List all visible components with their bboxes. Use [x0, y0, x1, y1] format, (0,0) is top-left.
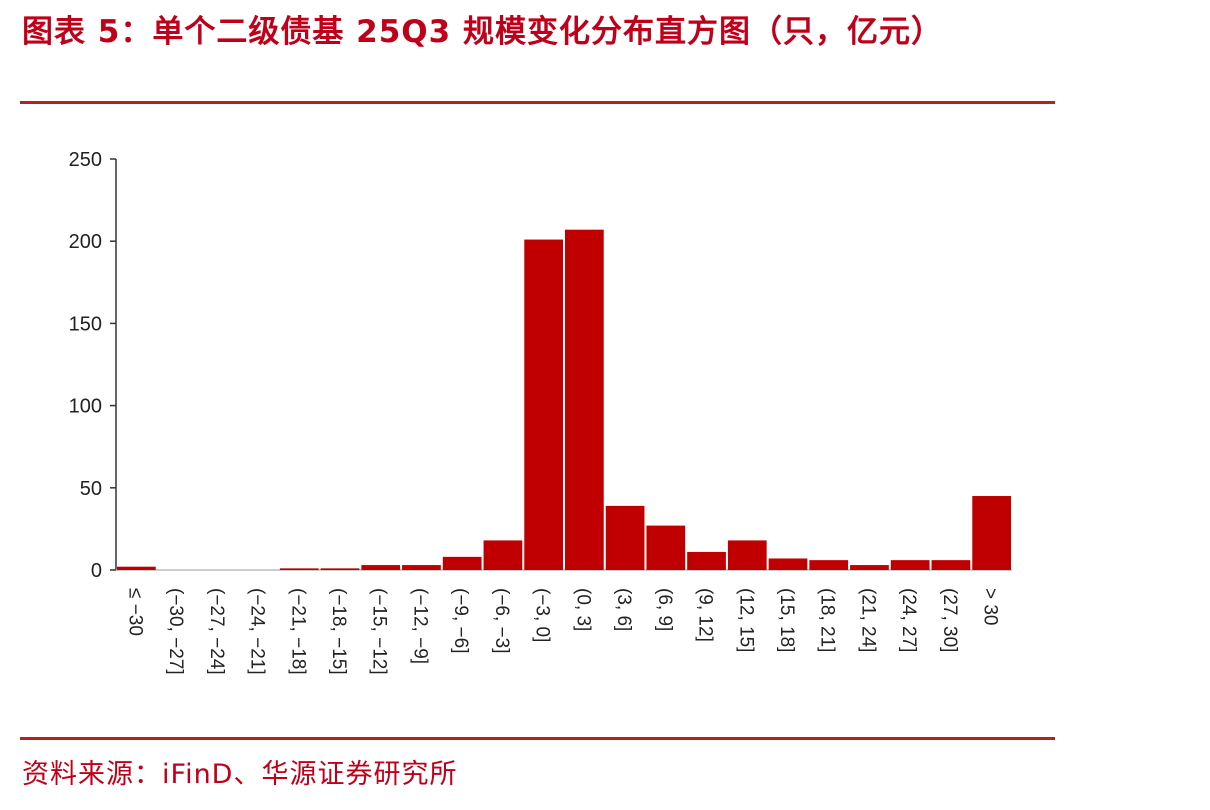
bar-8: [442, 556, 482, 570]
bar-19: [890, 560, 930, 570]
x-category-label: (−3, 0]: [532, 588, 553, 642]
bar-20: [931, 560, 971, 570]
bar-17: [809, 560, 849, 570]
y-tick-label: 100: [69, 396, 102, 418]
source-note: 资料来源：iFinD、华源证券研究所: [22, 759, 458, 790]
bar-15: [727, 540, 767, 570]
histogram-chart: 0 50 100 150 200 250 ≤ −30 (−30, −27] (−27, −24…: [69, 149, 1012, 675]
x-category-label: (−15, −12]: [369, 588, 390, 675]
title-divider: [20, 101, 1055, 104]
x-category-label: (24, 27]: [898, 588, 919, 652]
bar-12: [605, 505, 645, 570]
x-category-label: (−12, −9]: [409, 588, 430, 664]
x-category-label: (0, 3]: [572, 588, 593, 631]
y-tick-label: 50: [80, 478, 102, 500]
x-category-label: (12, 15]: [735, 588, 756, 652]
x-category-label: (27, 30]: [939, 588, 960, 652]
x-category-label: ≤ −30: [124, 588, 145, 636]
x-category-label: (3, 6]: [613, 588, 634, 631]
x-category-label: (−24, −21]: [247, 588, 268, 675]
bar-0: [117, 566, 156, 570]
x-category-label: (−9, −6]: [450, 588, 471, 654]
x-category-label: (21, 24]: [857, 588, 878, 652]
category-labels: ≤ −30 (−30, −27] (−27, −24] (−24, −21] (−21,…: [124, 588, 1000, 675]
y-tick-label: 0: [91, 560, 102, 582]
x-category-label: (9, 12]: [695, 588, 716, 642]
y-tick-label: 250: [69, 149, 102, 171]
bar-10: [524, 239, 563, 570]
bar-4: [279, 568, 319, 570]
bar-5: [320, 568, 360, 570]
figure-title: 图表 5：单个二级债基 25Q3 规模变化分布直方图（只，亿元）: [22, 14, 944, 50]
bar-18: [850, 565, 889, 570]
bars: [117, 229, 1011, 570]
x-category-label: (6, 9]: [654, 588, 675, 631]
bar-14: [687, 551, 726, 570]
bar-9: [483, 540, 523, 570]
x-category-label: (18, 21]: [817, 588, 838, 652]
x-category-label: > 30: [980, 588, 1001, 626]
bar-21: [972, 496, 1011, 570]
bar-16: [768, 558, 808, 570]
x-category-label: (−6, −3]: [491, 588, 512, 653]
bar-6: [361, 565, 401, 570]
x-category-label: (−21, −18]: [287, 588, 308, 675]
x-category-label: (−18, −15]: [328, 588, 349, 675]
x-category-label: (15, 18]: [776, 588, 797, 652]
bar-13: [646, 525, 686, 570]
y-axis: 0 50 100 150 200 250: [69, 149, 117, 582]
x-category-label: (−27, −24]: [206, 588, 227, 675]
y-tick-label: 150: [69, 313, 102, 335]
footer-divider: [20, 737, 1055, 740]
y-tick-label: 200: [69, 231, 102, 253]
x-category-label: (−30, −27]: [165, 588, 186, 675]
bar-11: [565, 229, 604, 570]
bar-7: [402, 565, 441, 570]
